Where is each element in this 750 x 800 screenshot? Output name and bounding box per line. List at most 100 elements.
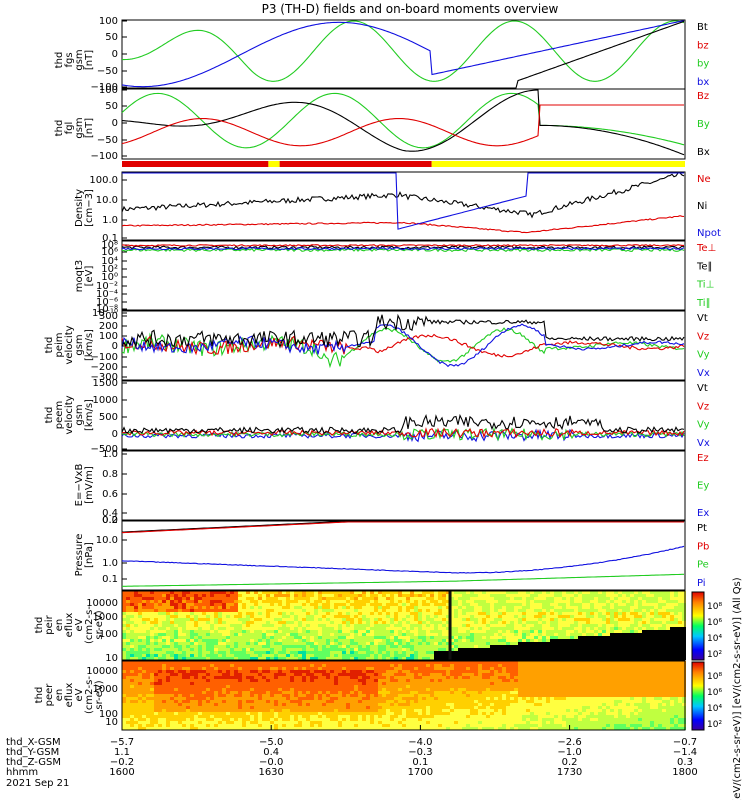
panel-peim_velocity: thd peim velocity gsm [km/s] 3002001000−100−2…	[44, 310, 710, 383]
series-line	[121, 172, 685, 219]
legend-entry: Pi	[697, 578, 706, 589]
x-axis-value: −2.6	[557, 737, 581, 748]
x-axis-value: −5.7	[110, 737, 134, 748]
y-tick-label: −50	[97, 135, 118, 146]
data-gap	[448, 591, 452, 660]
series-line	[121, 89, 685, 156]
series-line	[121, 244, 684, 247]
y-tick-label: −50	[97, 66, 118, 77]
x-axis-value: 0.2	[562, 757, 578, 768]
y-axis-label: peir	[44, 614, 55, 634]
series-line	[121, 323, 685, 368]
panel-frame	[121, 88, 686, 160]
y-axis-label: Pressure	[74, 534, 85, 577]
y-axis-label: [km/s]	[84, 329, 95, 361]
y-tick-label: 0.1	[102, 233, 118, 244]
series-line	[122, 20, 685, 89]
y-tick-label: 1.0	[102, 449, 118, 460]
colorbar-tick-label: 10⁶	[707, 688, 722, 698]
legend-entry: Te⊥	[696, 243, 716, 254]
panel-frame	[121, 171, 686, 241]
y-tick-label: 10²	[101, 264, 118, 275]
mode-bar-segment	[122, 161, 269, 167]
series-line	[121, 521, 684, 534]
y-tick-label: 100	[99, 331, 118, 342]
y-axis-label: thd	[34, 617, 45, 634]
series-line	[121, 545, 685, 574]
legend-entry: Pb	[697, 541, 709, 552]
series-line	[121, 20, 684, 88]
y-axis-label: thd	[54, 52, 65, 69]
mode-bar	[122, 161, 685, 167]
y-tick-label: 500	[99, 412, 118, 423]
legend-entry: Vx	[697, 368, 710, 379]
y-axis-label: en	[54, 619, 65, 632]
y-axis-label: eV	[74, 618, 85, 631]
y-tick-label: 0	[112, 118, 118, 129]
y-axis-label: (cm2-s-	[84, 676, 95, 714]
y-tick-label: 100	[99, 85, 118, 96]
x-axis-value: 0.3	[677, 757, 693, 768]
colorbar	[691, 661, 705, 731]
y-tick-label: 50	[105, 32, 118, 43]
legend-entry: Te∥	[696, 261, 713, 272]
y-tick-label: 0.0	[102, 515, 118, 526]
y-axis-label: thd	[54, 120, 65, 137]
panel-peir_spectrogram: thd peir en eflux eV (cm2-s-sr-eV)10000 1000 10…	[34, 590, 686, 664]
legend-entry: Vt	[697, 313, 708, 324]
legend-entry: Vt	[697, 383, 708, 394]
y-axis-label: gsm	[74, 49, 85, 70]
y-tick-label: 10	[105, 717, 118, 728]
series-line	[122, 521, 684, 533]
y-axis-label: moqt3	[74, 260, 85, 293]
y-tick-label: 10000	[86, 666, 118, 677]
x-axis-row-label: thd_Y-GSM	[6, 747, 59, 758]
panel-frame	[121, 590, 686, 661]
x-axis-value: −0.2	[110, 757, 134, 768]
y-axis-label: E=−VxB	[74, 464, 85, 507]
legend-entry: Ti⊥	[696, 280, 714, 291]
x-axis-value: 0.1	[412, 757, 428, 768]
legend-entry: by	[697, 59, 709, 70]
colorbar-tick-label: 10²	[707, 720, 722, 730]
series-line	[122, 573, 684, 587]
y-axis-label: [nPa]	[84, 542, 95, 568]
legend-entry: Ti∥	[696, 298, 711, 309]
colorbar-tick-label: 10⁸	[707, 672, 722, 682]
y-tick-label: −300	[91, 372, 118, 383]
y-axis-label: peer	[44, 683, 55, 707]
colorbar	[691, 591, 705, 661]
y-axis-label: velocity	[64, 325, 75, 364]
y-axis-label: velocity	[64, 395, 75, 434]
panel-fgs_gsm: thd fgs gsm [nT] 100 50 0 −50 −100 Bt bz by bx	[54, 16, 709, 93]
y-axis-label: eflux	[64, 613, 75, 638]
series-line	[122, 172, 684, 230]
series-line	[121, 245, 685, 250]
y-tick-label: 10⁻¹⁰	[92, 308, 118, 319]
y-axis-label: [eV]	[84, 266, 95, 287]
x-axis-value: 1700	[408, 767, 433, 778]
y-tick-label: 10⁻²	[96, 281, 118, 292]
colorbar-tick-label: 10⁴	[707, 634, 722, 644]
legend-entry: Ne	[697, 174, 711, 185]
panel-peem_velocity: thd peem velocity gsm [km/s] 1500 1000 500 0 −500…	[44, 378, 710, 455]
series-line	[122, 20, 685, 82]
y-tick-label: 100.0	[89, 175, 118, 186]
panel-frame	[121, 520, 686, 591]
y-axis-label: [cm−3]	[84, 189, 95, 227]
x-axis-value: −5.0	[259, 737, 283, 748]
x-axis-value: −0.0	[259, 757, 283, 768]
y-tick-label: 0.1	[102, 574, 118, 585]
y-tick-label: 100	[99, 709, 118, 720]
legend-entry: Vy	[697, 420, 710, 431]
y-tick-label: 0	[112, 49, 118, 60]
legend-entry: bz	[697, 40, 709, 51]
mode-bar-segment	[268, 161, 280, 167]
y-tick-label: 10.0	[96, 195, 118, 206]
x-axis-value: −4.0	[408, 737, 432, 748]
y-axis-label: [nT]	[84, 118, 95, 138]
colorbar-label: [eV/(cm2-s-sr-eV)] [eV/(cm2-s-sr-eV)] (A…	[732, 577, 743, 800]
legend-entry: Vz	[697, 401, 709, 412]
colorbar-tick-label: 10⁸	[707, 602, 722, 612]
x-axis-value: 0.4	[263, 747, 279, 758]
